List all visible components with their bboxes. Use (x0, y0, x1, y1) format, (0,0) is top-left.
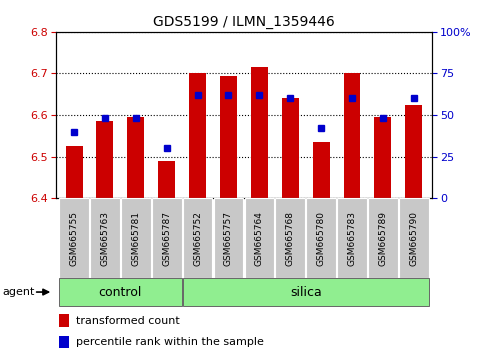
FancyBboxPatch shape (90, 198, 120, 278)
Text: GSM665790: GSM665790 (409, 211, 418, 266)
Bar (128, 117, 144, 198)
Bar (97, 121, 114, 198)
Bar (313, 142, 329, 198)
FancyBboxPatch shape (244, 198, 274, 278)
Bar (343, 74, 360, 198)
FancyBboxPatch shape (337, 198, 367, 278)
Text: agent: agent (2, 287, 35, 297)
FancyBboxPatch shape (59, 198, 89, 278)
Text: transformed count: transformed count (76, 316, 180, 326)
Bar (158, 161, 175, 198)
Bar (374, 117, 391, 198)
Text: control: control (99, 286, 142, 298)
Text: GSM665757: GSM665757 (224, 211, 233, 266)
Text: GSM665783: GSM665783 (347, 211, 356, 266)
Bar (66, 146, 83, 198)
Text: GSM665764: GSM665764 (255, 211, 264, 266)
Text: GSM665763: GSM665763 (100, 211, 110, 266)
FancyBboxPatch shape (213, 198, 243, 278)
FancyBboxPatch shape (152, 198, 182, 278)
FancyBboxPatch shape (275, 198, 305, 278)
Text: silica: silica (290, 286, 322, 298)
Text: GSM665752: GSM665752 (193, 211, 202, 266)
FancyBboxPatch shape (59, 279, 182, 306)
FancyBboxPatch shape (183, 198, 213, 278)
Text: GSM665787: GSM665787 (162, 211, 171, 266)
FancyBboxPatch shape (368, 198, 398, 278)
Title: GDS5199 / ILMN_1359446: GDS5199 / ILMN_1359446 (153, 16, 335, 29)
FancyBboxPatch shape (399, 198, 428, 278)
Bar (220, 75, 237, 198)
Bar (251, 67, 268, 198)
Text: percentile rank within the sample: percentile rank within the sample (76, 337, 264, 347)
FancyBboxPatch shape (121, 198, 151, 278)
Bar (189, 74, 206, 198)
FancyBboxPatch shape (306, 198, 336, 278)
Text: GSM665755: GSM665755 (70, 211, 79, 266)
Text: GSM665768: GSM665768 (286, 211, 295, 266)
Bar (59, 336, 69, 348)
Bar (59, 314, 69, 327)
Bar (405, 105, 422, 198)
Text: GSM665781: GSM665781 (131, 211, 141, 266)
FancyBboxPatch shape (183, 279, 428, 306)
Text: GSM665780: GSM665780 (317, 211, 326, 266)
Bar (282, 98, 298, 198)
Text: GSM665789: GSM665789 (378, 211, 387, 266)
